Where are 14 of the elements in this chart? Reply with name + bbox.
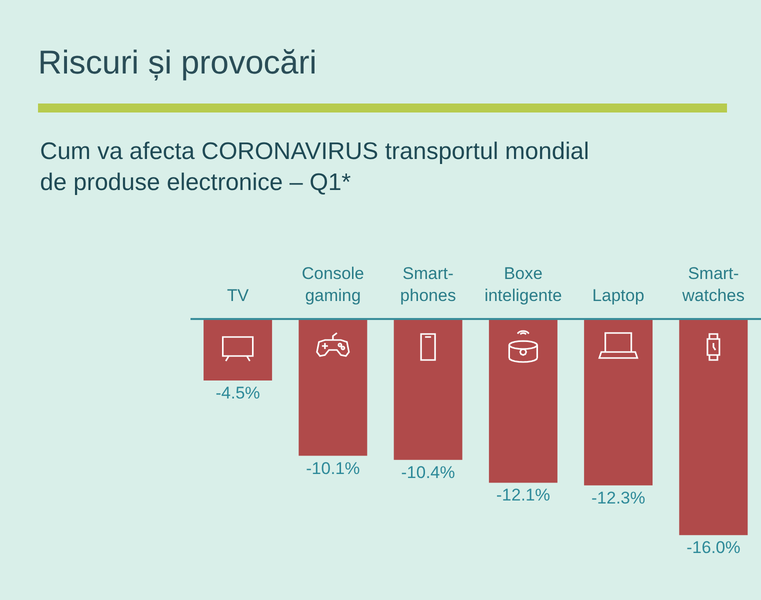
x-tick-label: Smart- watches xyxy=(681,264,745,306)
x-tick-label: Boxe inteligente xyxy=(484,264,562,306)
chart-subtitle: Cum va afecta CORONAVIRUS transportul mondial de produse electronice – Q1* xyxy=(40,138,590,196)
data-label: -4.5% xyxy=(216,384,260,402)
data-label: -16.0% xyxy=(686,538,740,558)
data-label: -10.1% xyxy=(306,458,360,478)
x-tick-label: TV xyxy=(226,286,250,306)
data-label: -10.4% xyxy=(401,462,456,482)
data-label: -12.1% xyxy=(496,486,550,505)
chart-title: Riscuri și provocări xyxy=(38,44,317,81)
data-label: -12.3% xyxy=(591,488,646,508)
x-tick-label: Console gaming xyxy=(302,264,364,306)
x-tick-label: Laptop xyxy=(592,286,644,306)
x-tick-label: Smart- phones xyxy=(400,264,456,306)
